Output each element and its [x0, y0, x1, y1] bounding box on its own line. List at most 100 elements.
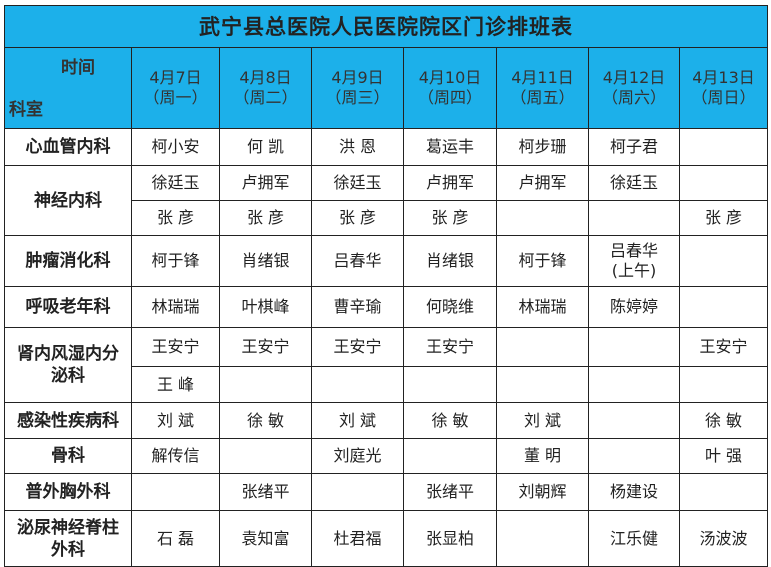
doctor-cell: 董 明 [496, 438, 589, 474]
doctor-cell: 王安宁 [131, 327, 220, 367]
weekday-label: （周二） [233, 88, 298, 107]
department-cell: 肾内风湿内分泌科 [4, 327, 132, 403]
department-cell: 泌尿神经脊柱外科 [4, 510, 132, 567]
doctor-cell: 徐廷玉 [311, 165, 404, 201]
doctor-cell [679, 128, 768, 166]
doctor-cell: 王安宁 [679, 327, 768, 367]
table-row: 肿瘤消化科 柯于锋 肖绪银 吕春华 肖绪银 柯于锋 吕春华 (上午) [4, 235, 768, 287]
doctor-cell: 王安宁 [311, 327, 404, 367]
weekday-label: （周一） [143, 88, 208, 107]
doctor-cell: 王安宁 [403, 327, 497, 367]
day-header: 4月11日 （周五） [496, 47, 589, 129]
department-cell: 呼吸老年科 [4, 286, 132, 328]
date-label: 4月8日 [239, 68, 292, 87]
doctor-cell: 肖绪银 [403, 235, 497, 287]
doctor-cell: 汤波波 [679, 510, 768, 567]
table-row: 骨科 解传信 刘庭光 董 明 叶 强 [4, 438, 768, 474]
doctor-cell [219, 438, 312, 474]
department-cell: 心血管内科 [4, 128, 132, 166]
doctor-cell: 柯小安 [131, 128, 220, 166]
doctor-cell: 刘 斌 [311, 402, 404, 439]
doctor-cell: 刘庭光 [311, 438, 404, 474]
table-row: 张 彦张 彦张 彦张 彦张 彦 [5, 200, 768, 236]
department-cell: 感染性疾病科 [4, 402, 132, 439]
doctor-cell [496, 327, 589, 367]
doctor-cell [496, 366, 589, 403]
doctor-cell: 张绪平 [219, 473, 312, 511]
table-row: 呼吸老年科 林瑞瑞 叶棋峰 曹辛瑜 何晓维 林瑞瑞 陈婷婷 [4, 286, 768, 328]
doctor-cell: 吕春华 (上午) [588, 235, 680, 287]
table-row: 肾内风湿内分泌科 王安宁 王安宁 王安宁 王安宁 王安宁 [4, 327, 768, 403]
doctor-cell: 张 彦 [311, 200, 404, 236]
doctor-cell: 柯于锋 [496, 235, 589, 287]
table-row: 泌尿神经脊柱外科石 磊袁知富 杜君福 张显柏 江乐健 汤波波 [4, 510, 768, 567]
doctor-cell: 王安宁 [219, 327, 312, 367]
doctor-cell [679, 165, 768, 201]
doctor-cell: 张 彦 [403, 200, 497, 236]
doctor-cell [496, 510, 589, 567]
doctor-cell: 王 峰 [131, 366, 220, 403]
doctor-cell: 杜君福 [311, 510, 404, 567]
day-header: 4月9日 （周三） [311, 47, 404, 129]
day-header: 4月13日 （周日） [679, 47, 768, 129]
doctor-cell: 杨建设 [588, 473, 680, 511]
weekday-label: （周三） [325, 88, 390, 107]
doctor-cell: 葛运丰 [403, 128, 497, 166]
doctor-cell [588, 200, 680, 236]
day-header: 4月7日 （周一） [131, 47, 220, 129]
doctor-cell: 卢拥军 [496, 165, 589, 201]
doctor-cell: 柯于锋 [131, 235, 220, 287]
table-row: 神经内科 徐廷玉 卢拥军 徐廷玉 卢拥军 卢拥军 徐廷玉 [4, 165, 768, 236]
date-label: 4月12日 [602, 68, 666, 87]
time-label: 时间 [61, 58, 95, 78]
doctor-cell: 徐廷玉 [131, 165, 220, 201]
department-cell: 神经内科 [4, 165, 132, 236]
doctor-cell [403, 438, 497, 474]
weekday-label: （周日） [691, 88, 756, 107]
doctor-cell: 洪 恩 [311, 128, 404, 166]
doctor-cell: 刘 斌 [131, 402, 220, 439]
day-header: 4月10日 （周四） [403, 47, 497, 129]
schedule-table: 武宁县总医院人民医院院区门诊排班表 时间 科室 4月7日 （周一） 4月8日 （周二）… [4, 5, 768, 567]
doctor-cell: 柯子君 [588, 128, 680, 166]
doctor-cell [219, 366, 312, 403]
doctor-cell [588, 438, 680, 474]
date-label: 4月9日 [331, 68, 384, 87]
doctor-cell [403, 366, 497, 403]
doctor-cell: 徐 敏 [403, 402, 497, 439]
doctor-cell: 陈婷婷 [588, 286, 680, 328]
doctor-cell: 刘朝辉 [496, 473, 589, 511]
doctor-cell: 柯步珊 [496, 128, 589, 166]
date-label: 4月11日 [511, 68, 574, 87]
doctor-cell: 徐 敏 [219, 402, 312, 439]
doctor-cell [311, 366, 404, 403]
doctor-cell [679, 473, 768, 511]
dept-label: 科室 [9, 100, 43, 120]
doctor-cell: 林瑞瑞 [131, 286, 220, 328]
doctor-cell: 卢拥军 [403, 165, 497, 201]
doctor-cell [679, 286, 768, 328]
date-label: 4月10日 [418, 68, 482, 87]
doctor-cell: 卢拥军 [219, 165, 312, 201]
doctor-cell: 张 彦 [131, 200, 220, 236]
doctor-cell [131, 473, 220, 511]
doctor-cell: 徐 敏 [679, 402, 768, 439]
doctor-cell: 何 凯 [219, 128, 312, 166]
table-row: 感染性疾病科刘 斌徐 敏刘 斌徐 敏刘 斌徐 敏 [4, 402, 768, 439]
day-header: 4月12日 （周六） [588, 47, 680, 129]
doctor-cell [496, 200, 589, 236]
doctor-cell: 曹辛瑜 [311, 286, 404, 328]
weekday-label: （周六） [601, 88, 666, 107]
doctor-cell [679, 366, 768, 403]
department-cell: 骨科 [4, 438, 132, 474]
doctor-cell: 徐廷玉 [588, 165, 680, 201]
table-row: 王 峰 [5, 366, 768, 403]
department-cell: 肿瘤消化科 [4, 235, 132, 287]
doctor-cell: 解传信 [131, 438, 220, 474]
department-cell: 普外胸外科 [4, 473, 132, 511]
page-title: 武宁县总医院人民医院院区门诊排班表 [4, 5, 768, 48]
day-header: 4月8日 （周二） [219, 47, 312, 129]
doctor-cell: 叶棋峰 [219, 286, 312, 328]
doctor-cell [588, 402, 680, 439]
doctor-cell: 张绪平 [403, 473, 497, 511]
